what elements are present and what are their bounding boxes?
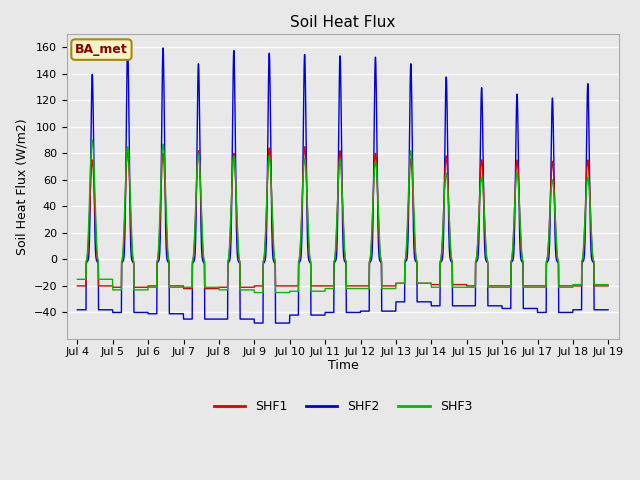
SHF2 [250, 320, 258, 326]
Text: BA_met: BA_met [75, 43, 128, 56]
Line: SHF3: SHF3 [77, 140, 608, 292]
SHF3 [573, 282, 580, 288]
SHF2 [358, 308, 366, 314]
SHF1 [573, 283, 580, 289]
SHF3 [222, 287, 230, 293]
SHF3 [497, 284, 505, 290]
SHF1 [358, 283, 366, 289]
SHF1 [180, 286, 188, 291]
SHF3 [74, 276, 81, 282]
SHF1 [74, 283, 81, 289]
Legend: SHF1, SHF2, SHF3: SHF1, SHF2, SHF3 [209, 395, 477, 418]
SHF3 [250, 289, 258, 295]
Line: SHF1: SHF1 [77, 147, 608, 288]
Y-axis label: Soil Heat Flux (W/m2): Soil Heat Flux (W/m2) [15, 118, 28, 255]
SHF1 [558, 283, 566, 289]
SHF1 [604, 283, 612, 289]
SHF1 [301, 144, 308, 150]
SHF2 [74, 307, 81, 312]
SHF3 [558, 284, 566, 290]
Title: Soil Heat Flux: Soil Heat Flux [290, 15, 396, 30]
SHF2 [558, 310, 566, 315]
SHF2 [497, 303, 505, 309]
SHF2 [222, 316, 230, 322]
SHF1 [497, 283, 505, 289]
SHF1 [222, 284, 230, 290]
SHF2 [573, 307, 580, 312]
SHF3 [604, 282, 612, 288]
SHF2 [124, 42, 131, 48]
SHF3 [370, 177, 378, 183]
SHF1 [370, 174, 378, 180]
SHF2 [370, 153, 378, 159]
Line: SHF2: SHF2 [77, 45, 608, 323]
X-axis label: Time: Time [328, 360, 358, 372]
SHF3 [358, 286, 366, 291]
SHF2 [604, 307, 612, 312]
SHF3 [88, 137, 96, 143]
